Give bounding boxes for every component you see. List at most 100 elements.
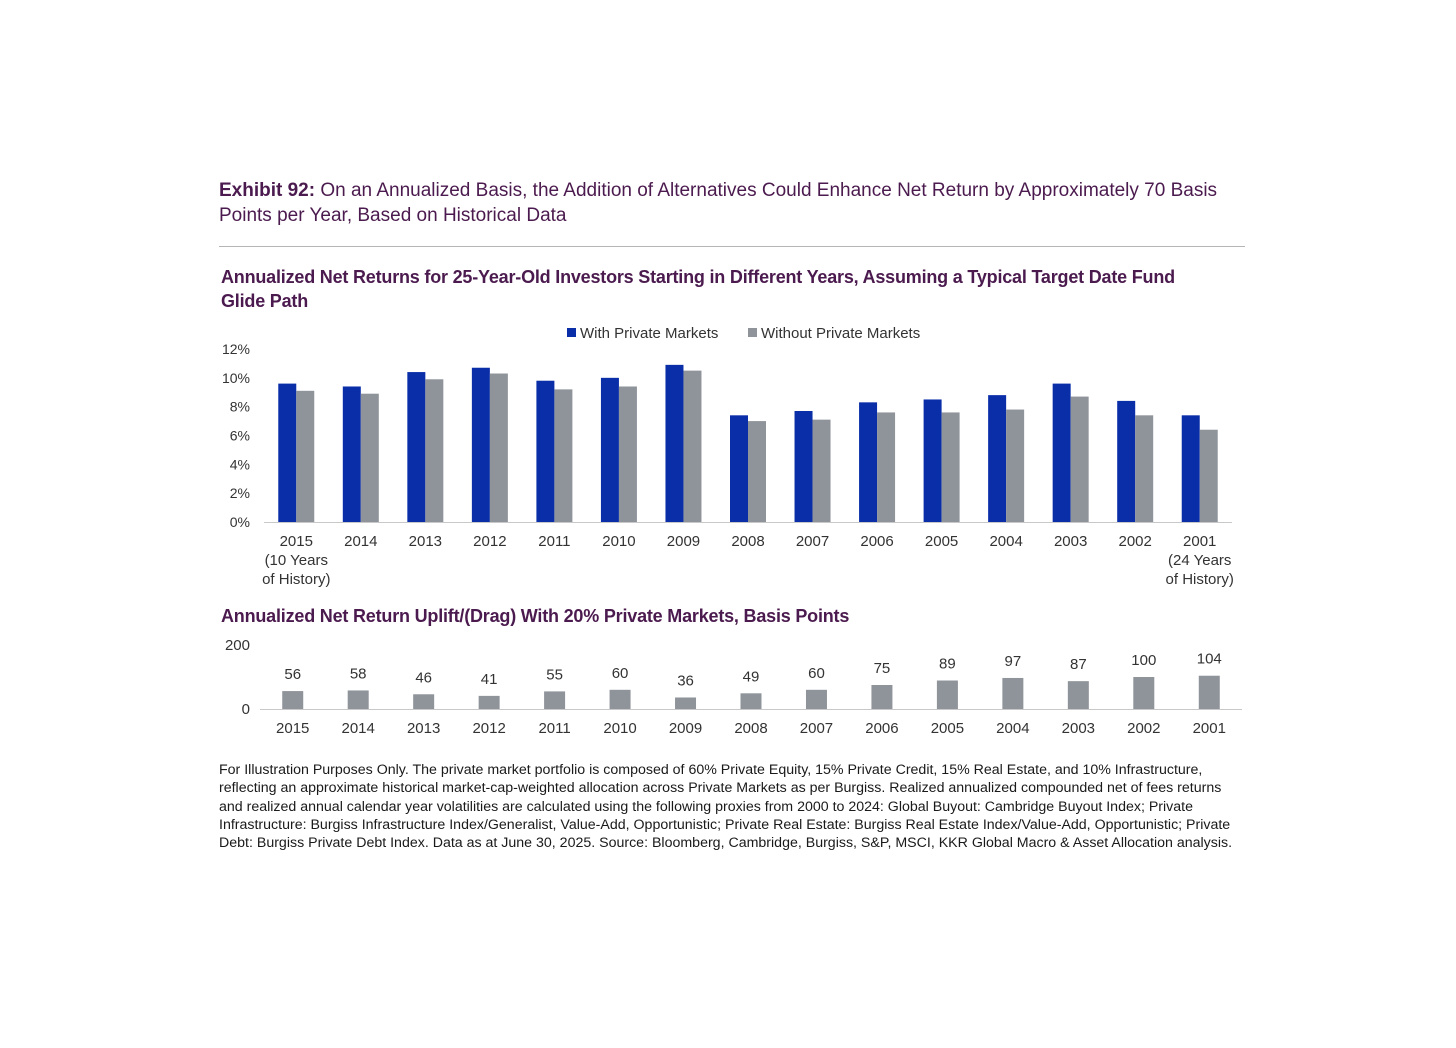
data-label: 89 <box>939 656 956 673</box>
x-tick-label: 2014 <box>344 533 377 550</box>
x-tick-label: 2004 <box>989 533 1022 550</box>
x-tick-label: 2007 <box>796 533 829 550</box>
y-tick-label: 200 <box>225 637 250 654</box>
x-tick-label: 2011 <box>538 533 570 550</box>
data-label: 41 <box>481 671 498 688</box>
x-tick-label: 2015 <box>280 533 313 550</box>
y-tick-label: 12% <box>222 341 250 357</box>
uplift-bar <box>1067 681 1089 709</box>
uplift-bar <box>740 693 762 709</box>
bar-without-private <box>1006 409 1025 522</box>
y-tick-label: 0% <box>230 514 250 530</box>
bar-with-private <box>536 380 555 522</box>
x-tick-label: 2013 <box>409 533 442 550</box>
bar-without-private <box>425 379 444 522</box>
bar-with-private <box>988 395 1007 522</box>
y-tick-label: 6% <box>230 428 250 444</box>
y-tick-label: 2% <box>230 485 250 501</box>
data-label: 100 <box>1131 652 1156 669</box>
data-label: 97 <box>1005 653 1022 670</box>
uplift-bar <box>1002 677 1024 709</box>
x-tick-sublabel: of History) <box>262 571 330 588</box>
x-tick-label: 2011 <box>538 720 570 737</box>
uplift-bar <box>871 685 893 709</box>
data-label: 58 <box>350 665 367 682</box>
x-tick-label: 2003 <box>1054 533 1087 550</box>
uplift-bar <box>805 689 827 709</box>
bar-with-private <box>730 415 748 522</box>
bar-without-private <box>877 412 896 522</box>
data-label: 36 <box>677 672 694 689</box>
bar-with-private <box>794 410 813 522</box>
x-tick-label: 2005 <box>925 533 958 550</box>
data-label: 55 <box>546 666 563 683</box>
x-tick-label: 2010 <box>602 533 635 550</box>
x-tick-label: 2004 <box>996 720 1029 737</box>
x-tick-label: 2002 <box>1119 533 1152 550</box>
legend-label-with: With Private Markets <box>580 325 718 342</box>
data-label: 60 <box>612 665 629 682</box>
uplift-bar <box>675 697 697 709</box>
x-tick-label: 2009 <box>669 720 702 737</box>
x-tick-label: 2006 <box>865 720 898 737</box>
legend-swatch-without <box>748 328 757 337</box>
bar-with-private <box>1117 400 1136 522</box>
y-tick-label: 10% <box>222 370 250 386</box>
data-label: 60 <box>808 665 825 682</box>
bar-with-private <box>278 383 297 522</box>
bar-without-private <box>360 393 379 522</box>
returns-bar-chart: With Private Markets Without Private Mark… <box>222 325 1234 588</box>
y-tick-label: 0 <box>242 701 250 718</box>
x-tick-label: 2005 <box>931 720 964 737</box>
bar-without-private <box>554 389 573 522</box>
uplift-bar <box>282 691 304 709</box>
x-tick-sublabel: (10 Years <box>265 552 328 569</box>
bar-without-private <box>812 419 831 522</box>
bar-with-private <box>923 399 942 522</box>
bar-with-private <box>665 364 684 522</box>
x-tick-label: 2014 <box>342 720 375 737</box>
x-tick-label: 2001 <box>1183 533 1216 550</box>
x-tick-label: 2008 <box>731 533 764 550</box>
y-tick-label: 8% <box>230 399 250 415</box>
uplift-bar <box>1198 675 1220 709</box>
data-label: 49 <box>743 668 760 685</box>
bar-without-private <box>941 412 960 522</box>
x-tick-label: 2001 <box>1193 720 1226 737</box>
x-tick-label: 2012 <box>473 533 506 550</box>
uplift-bar <box>1133 677 1155 709</box>
bar-without-private <box>1199 429 1218 522</box>
bar-with-private <box>471 367 490 522</box>
exhibit-title-text: On an Annualized Basis, the Addition of … <box>219 180 1218 226</box>
x-tick-label: 2010 <box>603 720 636 737</box>
uplift-bar <box>413 694 435 709</box>
exhibit-label: Exhibit 92: <box>219 180 316 201</box>
bar-without-private <box>618 386 637 522</box>
returns-chart-title: Annualized Net Returns for 25-Year-Old I… <box>221 267 1175 311</box>
uplift-bar <box>609 689 631 709</box>
x-tick-label: 2006 <box>860 533 893 550</box>
bar-with-private <box>859 402 878 522</box>
bar-with-private <box>342 386 361 522</box>
x-tick-sublabel: of History) <box>1166 571 1234 588</box>
data-label: 56 <box>284 666 301 683</box>
x-tick-label: 2012 <box>472 720 505 737</box>
bar-with-private <box>1052 383 1071 522</box>
uplift-bar <box>544 691 566 709</box>
uplift-bar <box>347 690 369 709</box>
legend-label-without: Without Private Markets <box>761 325 920 342</box>
bar-with-private <box>600 377 619 522</box>
bar-without-private <box>748 421 766 522</box>
x-tick-label: 2007 <box>800 720 833 737</box>
data-label: 46 <box>415 669 432 686</box>
data-label: 104 <box>1197 651 1222 668</box>
bar-with-private <box>1181 415 1200 522</box>
data-label: 87 <box>1070 656 1087 673</box>
data-label: 75 <box>874 660 891 677</box>
bar-without-private <box>1070 396 1089 522</box>
x-tick-label: 2013 <box>407 720 440 737</box>
x-tick-label: 2009 <box>667 533 700 550</box>
bar-with-private <box>407 372 426 522</box>
x-tick-sublabel: (24 Years <box>1168 552 1231 569</box>
